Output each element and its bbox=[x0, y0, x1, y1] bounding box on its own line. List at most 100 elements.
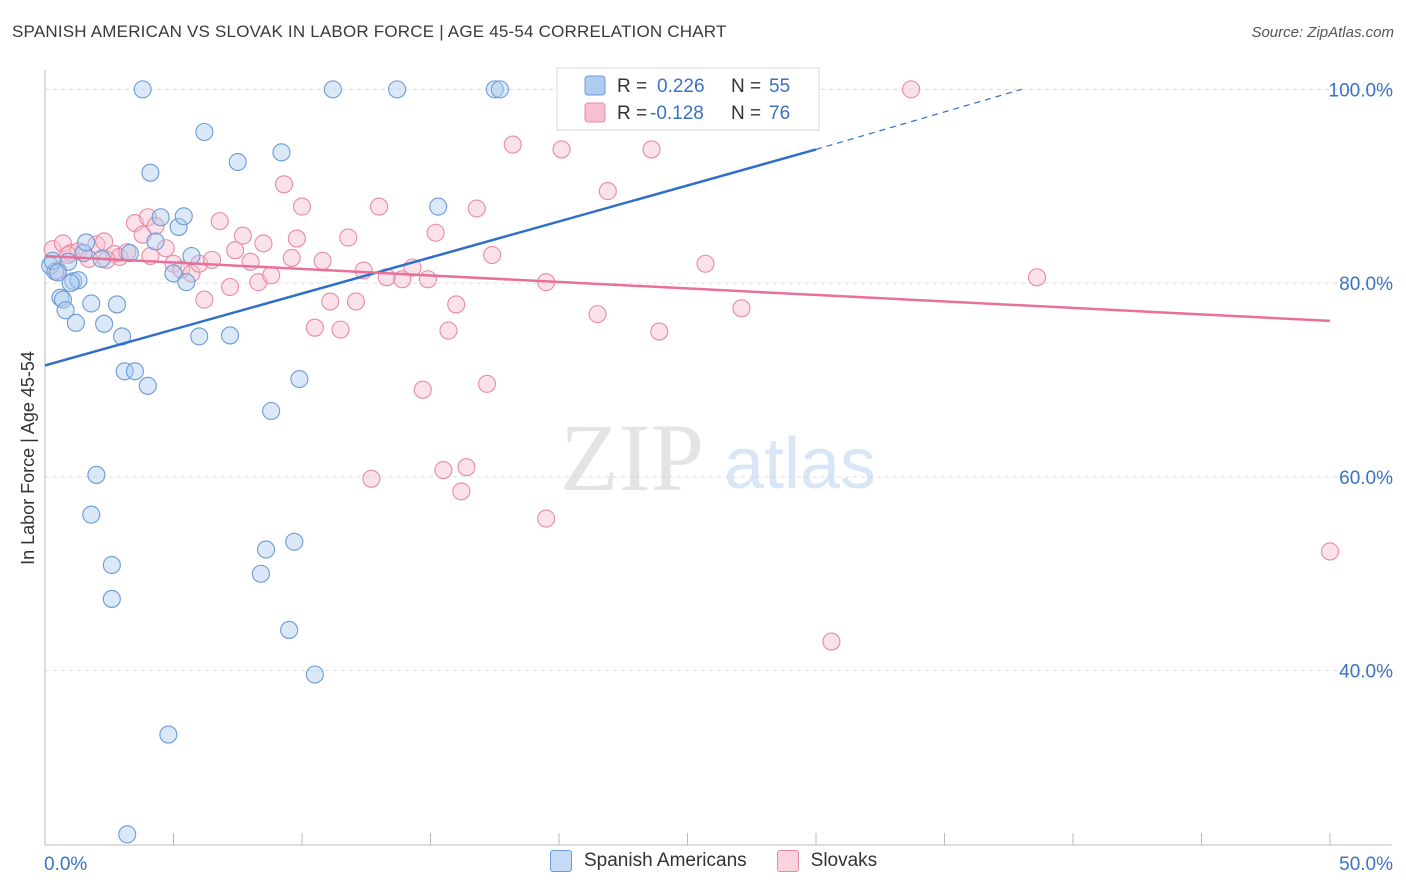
legend-swatch-blue bbox=[584, 75, 606, 96]
point-spanish-americans bbox=[228, 152, 247, 172]
legend-swatch-spanish-americans bbox=[550, 850, 572, 872]
point-slovaks bbox=[537, 509, 556, 528]
point-slovaks bbox=[321, 292, 340, 311]
point-slovaks bbox=[226, 241, 245, 260]
point-spanish-americans bbox=[125, 362, 144, 381]
legend-item-spanish-americans: Spanish Americans bbox=[550, 850, 747, 872]
point-slovaks bbox=[598, 182, 617, 201]
point-spanish-americans bbox=[272, 143, 291, 162]
legend-r-value-1: 0.226 bbox=[657, 76, 705, 97]
point-spanish-americans bbox=[285, 532, 304, 551]
point-spanish-americans bbox=[82, 505, 101, 524]
point-spanish-americans bbox=[48, 263, 67, 282]
point-spanish-americans bbox=[151, 208, 170, 227]
point-spanish-americans bbox=[305, 665, 324, 684]
point-slovaks bbox=[195, 290, 214, 309]
data-points bbox=[41, 80, 1340, 844]
legend-item-slovaks: Slovaks bbox=[776, 850, 878, 872]
legend-swatch-slovaks bbox=[776, 850, 799, 872]
tick-labels: 40.0% 60.0% 80.0% 100.0% 0.0% 50.0% bbox=[44, 80, 1393, 875]
point-slovaks bbox=[262, 266, 281, 285]
point-slovaks bbox=[146, 216, 165, 236]
point-slovaks bbox=[1320, 542, 1340, 561]
stats-legend: R = 0.226 N = 55 R = -0.128 N = 76 bbox=[556, 67, 820, 131]
y-tick-label: 60.0% bbox=[1339, 468, 1393, 489]
legend-label-slovaks: Slovaks bbox=[810, 850, 878, 871]
point-spanish-americans bbox=[138, 376, 157, 395]
point-spanish-americans bbox=[115, 362, 134, 381]
point-slovaks bbox=[457, 458, 476, 477]
point-spanish-americans bbox=[251, 564, 270, 583]
point-slovaks bbox=[53, 234, 73, 253]
point-slovaks bbox=[282, 248, 301, 267]
point-slovaks bbox=[313, 251, 332, 270]
chart-title: SPANISH AMERICAN VS SLOVAK IN LABOR FORC… bbox=[12, 22, 727, 41]
point-spanish-americans bbox=[177, 273, 196, 292]
legend-r-value-2: -0.128 bbox=[650, 103, 704, 124]
point-slovaks bbox=[588, 305, 607, 324]
legend-r-label-2: R = bbox=[617, 103, 647, 124]
x-tick-label-max: 50.0% bbox=[1339, 854, 1393, 875]
trend-line-spanish-americans bbox=[44, 148, 817, 367]
point-spanish-americans bbox=[61, 274, 80, 293]
point-slovaks bbox=[439, 321, 458, 340]
point-slovaks bbox=[233, 226, 252, 245]
point-spanish-americans bbox=[195, 122, 214, 142]
point-slovaks bbox=[292, 197, 312, 216]
point-spanish-americans bbox=[256, 540, 276, 559]
point-slovaks bbox=[274, 175, 294, 194]
point-spanish-americans bbox=[87, 465, 106, 484]
point-slovaks bbox=[254, 234, 273, 253]
legend-n-label-1: N = bbox=[731, 76, 761, 97]
source-label: Source: ZipAtlas.com bbox=[1251, 24, 1394, 41]
point-spanish-americans bbox=[169, 217, 188, 236]
legend-n-value-1: 55 bbox=[769, 76, 790, 97]
trend-line-spanish-americans-extension bbox=[815, 88, 1022, 151]
point-spanish-americans bbox=[107, 295, 127, 314]
point-spanish-americans bbox=[290, 369, 309, 389]
point-slovaks bbox=[370, 197, 389, 216]
point-slovaks bbox=[552, 140, 571, 159]
point-slovaks bbox=[1027, 268, 1047, 287]
point-slovaks bbox=[434, 461, 453, 480]
point-spanish-americans bbox=[146, 232, 165, 251]
point-spanish-americans bbox=[66, 313, 85, 332]
point-spanish-americans bbox=[388, 80, 407, 99]
point-slovaks bbox=[696, 254, 715, 273]
point-slovaks bbox=[452, 482, 471, 501]
point-slovaks bbox=[287, 229, 306, 248]
point-slovaks bbox=[210, 212, 229, 231]
point-spanish-americans bbox=[95, 314, 114, 333]
y-axis-label: In Labor Force | Age 45-54 bbox=[18, 351, 38, 565]
point-slovaks bbox=[902, 80, 921, 99]
point-slovaks bbox=[339, 228, 358, 247]
point-spanish-americans bbox=[102, 555, 121, 575]
point-spanish-americans bbox=[133, 80, 152, 99]
point-slovaks bbox=[156, 239, 175, 258]
point-slovaks bbox=[413, 380, 432, 399]
point-spanish-americans bbox=[102, 589, 121, 608]
point-spanish-americans bbox=[82, 294, 101, 313]
point-spanish-americans bbox=[118, 825, 137, 844]
point-slovaks bbox=[650, 322, 669, 341]
point-spanish-americans bbox=[174, 207, 193, 226]
legend-r-label-1: R = bbox=[617, 76, 647, 97]
point-spanish-americans bbox=[141, 163, 160, 182]
point-spanish-americans bbox=[490, 80, 509, 99]
y-tick-label: 40.0% bbox=[1339, 662, 1393, 683]
point-spanish-americans bbox=[64, 272, 83, 291]
point-slovaks bbox=[362, 469, 381, 488]
y-tick-label: 80.0% bbox=[1339, 274, 1393, 295]
point-spanish-americans bbox=[220, 326, 240, 345]
point-slovaks bbox=[822, 632, 841, 651]
y-tick-label: 100.0% bbox=[1329, 80, 1394, 101]
point-spanish-americans bbox=[56, 301, 75, 320]
watermark: ZIP atlas bbox=[560, 404, 876, 511]
legend-n-value-2: 76 bbox=[769, 103, 790, 124]
point-spanish-americans bbox=[323, 80, 342, 99]
point-spanish-americans bbox=[159, 725, 178, 744]
legend-n-label-2: N = bbox=[731, 103, 761, 124]
point-spanish-americans bbox=[120, 244, 139, 263]
point-slovaks bbox=[426, 223, 445, 242]
series-legend: Spanish Americans Slovaks bbox=[550, 850, 907, 872]
